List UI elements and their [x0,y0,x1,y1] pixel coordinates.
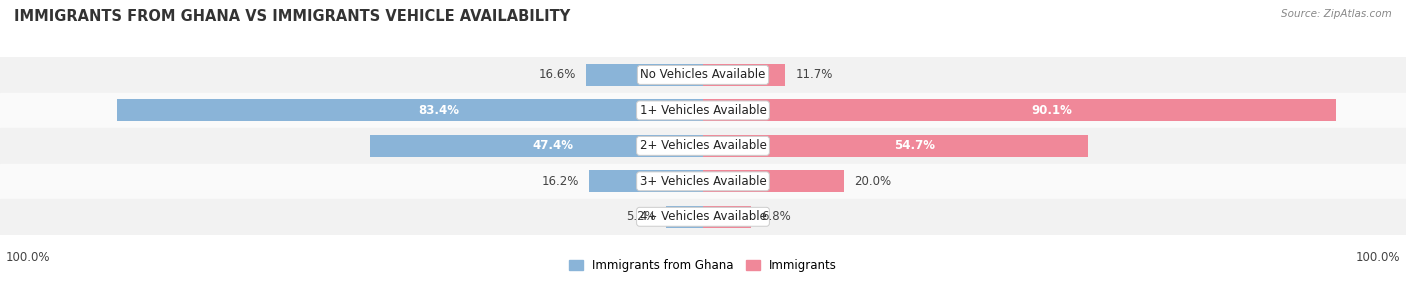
Bar [703,170,844,192]
Text: Source: ZipAtlas.com: Source: ZipAtlas.com [1281,9,1392,19]
Bar [0,199,1406,235]
Bar [703,135,1088,157]
Bar [370,135,703,157]
Text: 100.0%: 100.0% [6,251,51,264]
Text: 16.6%: 16.6% [538,68,576,82]
Text: 11.7%: 11.7% [796,68,834,82]
Text: 5.2%: 5.2% [626,210,655,223]
Text: No Vehicles Available: No Vehicles Available [640,68,766,82]
Text: 6.8%: 6.8% [762,210,792,223]
Bar [0,93,1406,128]
Text: 54.7%: 54.7% [894,139,935,152]
Text: 3+ Vehicles Available: 3+ Vehicles Available [640,175,766,188]
Bar [703,206,751,228]
Bar [586,64,703,86]
Text: 16.2%: 16.2% [541,175,579,188]
Legend: Immigrants from Ghana, Immigrants: Immigrants from Ghana, Immigrants [567,257,839,274]
Bar [0,128,1406,164]
Bar [589,170,703,192]
Bar [703,64,785,86]
Text: 2+ Vehicles Available: 2+ Vehicles Available [640,139,766,152]
Bar [703,100,1336,121]
Text: 100.0%: 100.0% [1355,251,1400,264]
Text: 4+ Vehicles Available: 4+ Vehicles Available [640,210,766,223]
Bar [0,164,1406,199]
Bar [0,57,1406,93]
Bar [666,206,703,228]
Text: 90.1%: 90.1% [1031,104,1071,117]
Text: 1+ Vehicles Available: 1+ Vehicles Available [640,104,766,117]
Text: 83.4%: 83.4% [419,104,460,117]
Text: IMMIGRANTS FROM GHANA VS IMMIGRANTS VEHICLE AVAILABILITY: IMMIGRANTS FROM GHANA VS IMMIGRANTS VEHI… [14,9,571,23]
Bar [117,100,703,121]
Text: 20.0%: 20.0% [855,175,891,188]
Text: 47.4%: 47.4% [533,139,574,152]
